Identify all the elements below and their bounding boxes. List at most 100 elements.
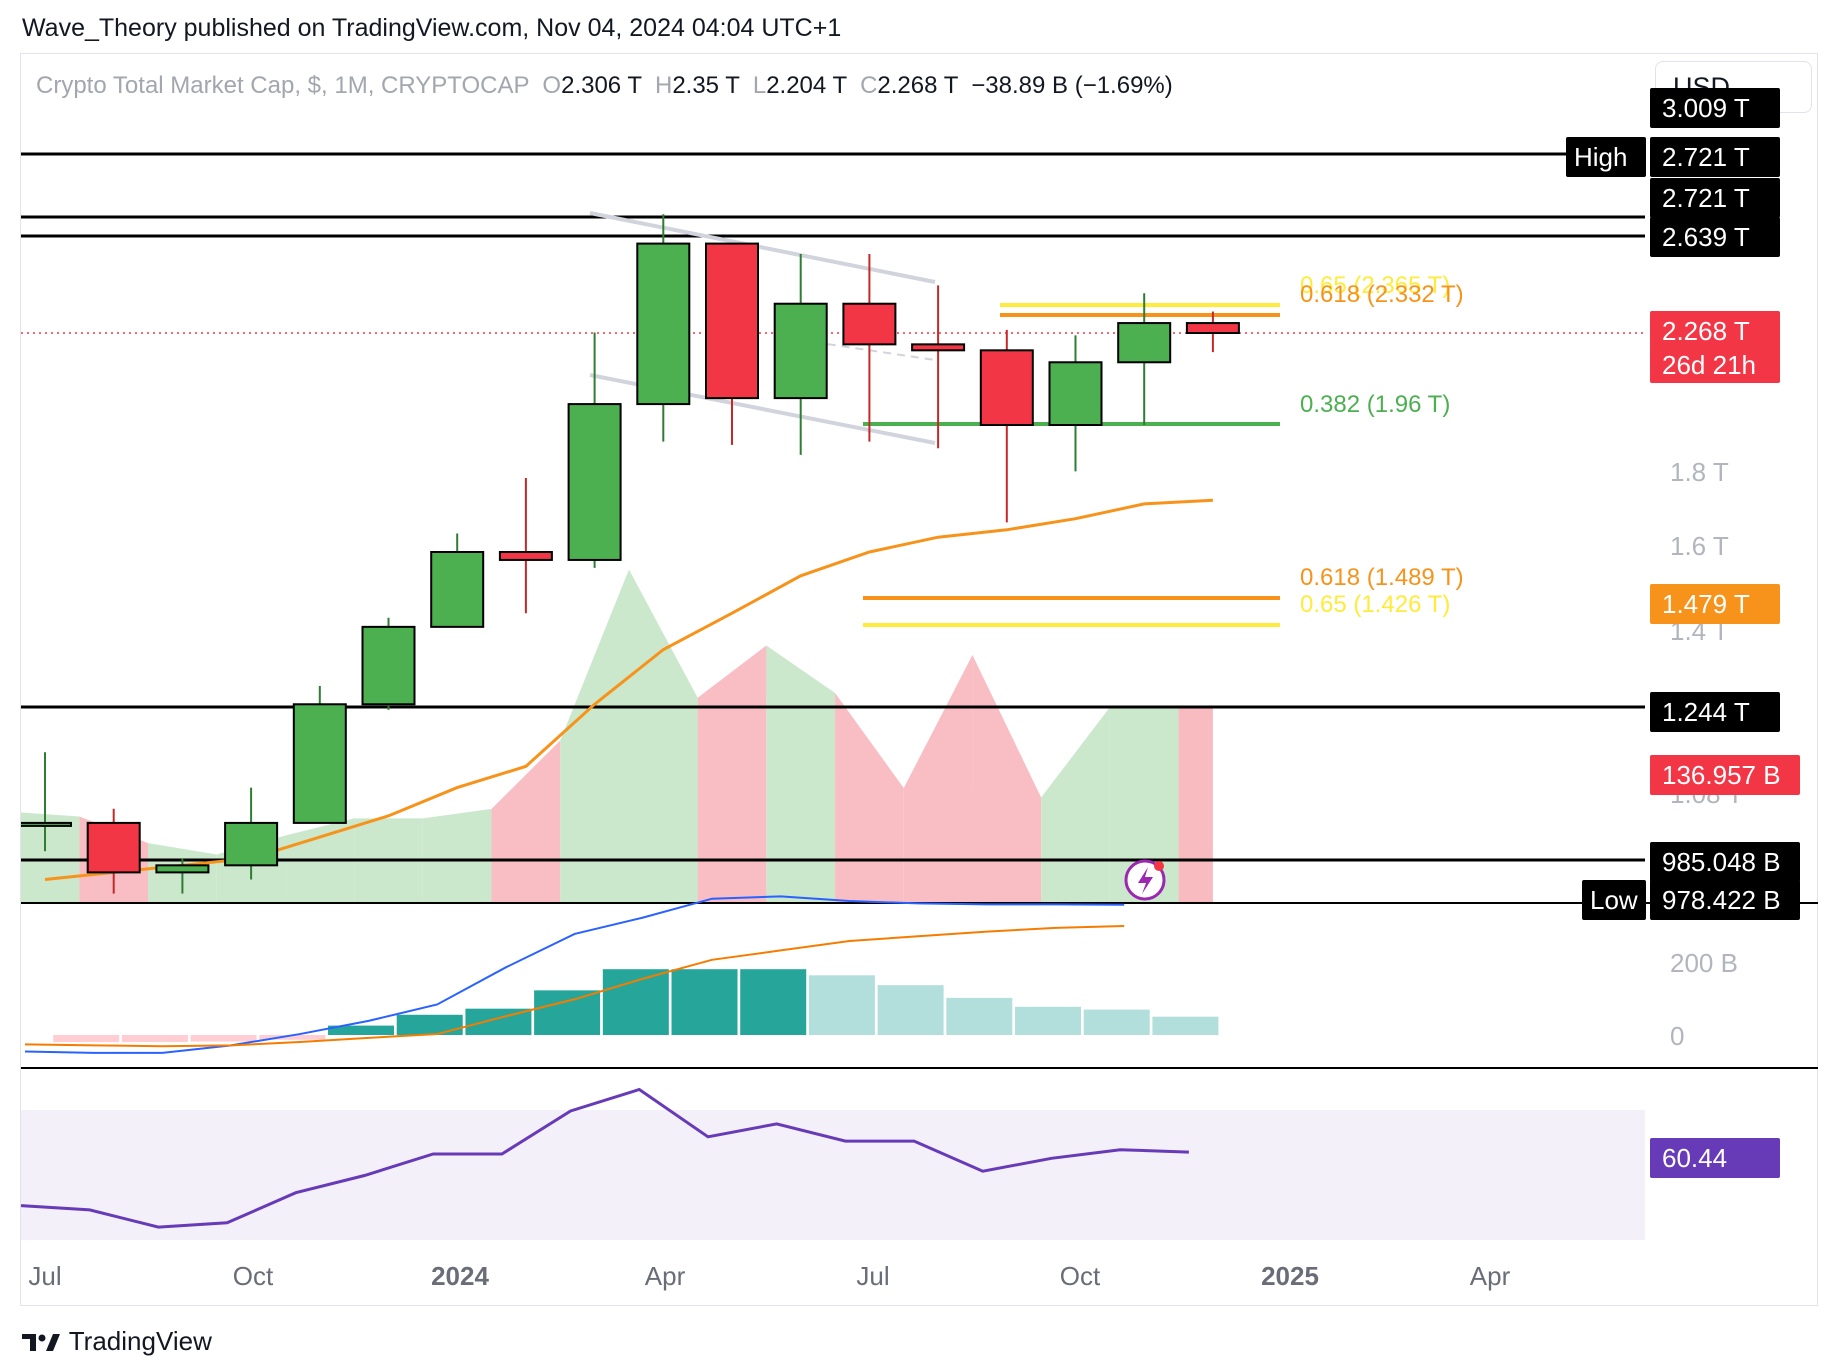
price-label-box	[1650, 584, 1780, 624]
time-axis-tick: Jul	[856, 1261, 889, 1291]
macd-histogram-bar	[877, 985, 944, 1035]
open-label: O	[542, 72, 562, 99]
close-value: 2.268 T	[877, 72, 958, 99]
macd-histogram-bar	[121, 1035, 188, 1043]
candle-body	[842, 302, 897, 346]
price-label-box	[1650, 755, 1800, 795]
low-value: 2.204 T	[766, 72, 847, 99]
macd-histogram-bar	[1152, 1016, 1219, 1035]
macd-line	[24, 895, 1125, 1054]
fib-level-label: 0.65 (2.365 T)	[1300, 272, 1450, 299]
high-value: 2.35 T	[672, 72, 740, 99]
fib-level-label: 0.65 (1.426 T)	[1300, 591, 1450, 618]
change-value: −38.89 B (−1.69%)	[971, 72, 1173, 99]
time-axis-tick: 2025	[1261, 1261, 1319, 1291]
candle-body	[1048, 361, 1103, 427]
price-label-box	[1650, 178, 1780, 218]
price-label-text: 2.721 T	[1662, 183, 1750, 213]
price-label-box	[1650, 880, 1800, 920]
candle-body	[361, 625, 416, 706]
volume-area	[1041, 707, 1110, 902]
candle-body	[1185, 322, 1240, 335]
volume-area	[422, 808, 492, 902]
macd-histogram-bar	[190, 1035, 257, 1042]
time-axis-tick: Oct	[233, 1261, 274, 1291]
candle-body	[567, 403, 622, 561]
candle-body	[21, 821, 72, 827]
channel-mid-line	[799, 339, 936, 361]
macd-histogram-bar	[1083, 1009, 1150, 1035]
price-label-text: 136.957 B	[1662, 760, 1781, 790]
price-label-box	[1650, 88, 1780, 128]
rsi-band	[21, 1110, 1645, 1240]
brand-label: TradingView	[68, 1326, 212, 1356]
volume-area	[628, 569, 698, 902]
price-axis-tick: 1.8 T	[1670, 457, 1729, 487]
time-axis-tick: 2024	[431, 1261, 489, 1291]
time-axis-tick: Apr	[645, 1261, 686, 1291]
macd-histogram-bar	[808, 975, 875, 1035]
high-label: H	[654, 72, 673, 99]
macd-histogram-bar	[328, 1025, 395, 1035]
fib-level-label: 0.382 (1.96 T)	[1300, 391, 1450, 418]
rsi-line	[20, 1087, 1189, 1229]
symbol-legend: Crypto Total Market Cap, $, 1M, CRYPTOCA…	[36, 72, 1173, 100]
symbol-name: Crypto Total Market Cap, $, 1M, CRYPTOCA…	[36, 72, 530, 99]
chart-frame	[20, 53, 1818, 1306]
volume-area	[21, 812, 80, 902]
volume-area	[1109, 706, 1179, 902]
price-label-box	[1650, 217, 1780, 257]
candle-body	[224, 821, 279, 867]
price-label-countdown: 26d 21h	[1662, 350, 1756, 380]
price-label-text: 60.44	[1662, 1143, 1727, 1173]
price-label-text: 2.639 T	[1662, 222, 1750, 252]
candle-body	[430, 551, 485, 628]
lightning-icon-glyph	[1138, 867, 1153, 894]
price-label-box	[1650, 842, 1800, 882]
price-axis-tick: 1.6 T	[1670, 531, 1729, 561]
volume-area	[835, 693, 904, 902]
macd-histogram-bar	[602, 969, 669, 1035]
macd-axis-tick: 0	[1670, 1021, 1684, 1051]
price-label-text: 1.244 T	[1662, 697, 1750, 727]
price-label-text: 985.048 B	[1662, 847, 1781, 877]
price-label-tag: High	[1574, 142, 1627, 172]
candle-body	[1117, 322, 1172, 364]
macd-histogram-bar	[53, 1035, 120, 1043]
macd-histogram-bar	[396, 1014, 463, 1035]
macd-axis-tick: 200 B	[1670, 948, 1738, 978]
candle-body	[86, 821, 141, 874]
volume-area	[766, 645, 836, 902]
candle-body	[773, 302, 828, 400]
volume-area	[903, 655, 973, 902]
open-value: 2.306 T	[561, 72, 642, 99]
tradingview-logo-icon	[22, 1334, 60, 1351]
candle-body	[911, 343, 966, 352]
candle-body	[636, 242, 691, 406]
time-axis-tick: Jul	[28, 1261, 61, 1291]
published-caption: Wave_Theory published on TradingView.com…	[22, 14, 842, 42]
macd-histogram-bar	[946, 997, 1013, 1035]
macd-signal-line	[24, 924, 1125, 1048]
volume-area	[560, 569, 629, 902]
volume-area	[491, 740, 561, 902]
candle-body	[292, 703, 347, 824]
candle-body	[705, 242, 759, 400]
price-label-tag-box	[1566, 137, 1646, 177]
price-label-tag: Low	[1590, 885, 1638, 915]
price-label-text: 1.479 T	[1662, 589, 1750, 619]
close-label: C	[860, 72, 878, 99]
price-label-box	[1650, 692, 1780, 732]
price-label-text: 3.009 T	[1662, 93, 1750, 123]
price-label-box	[1650, 311, 1780, 383]
macd-histogram-bar	[740, 969, 807, 1035]
price-label-tag-box	[1582, 880, 1646, 920]
tradingview-logo: TradingView	[22, 1326, 212, 1357]
volume-area	[972, 655, 1042, 902]
fib-level-label: 0.618 (1.489 T)	[1300, 564, 1464, 591]
macd-histogram-bar	[259, 1035, 326, 1040]
macd-histogram-bar	[534, 990, 601, 1035]
candle-body	[155, 864, 210, 874]
